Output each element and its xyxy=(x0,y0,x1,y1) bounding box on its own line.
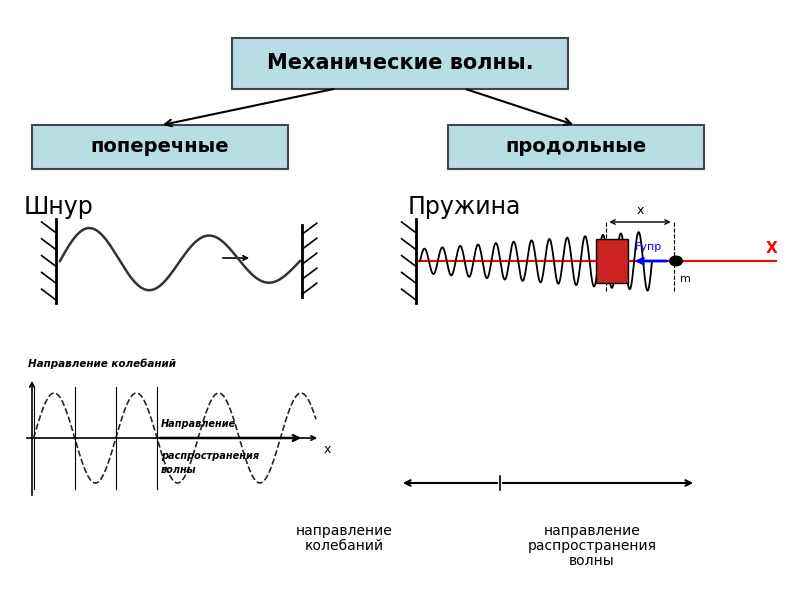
Text: m: m xyxy=(680,274,691,284)
Text: Направление: Направление xyxy=(161,419,236,429)
Text: направление: направление xyxy=(544,524,640,538)
Circle shape xyxy=(670,256,682,266)
Text: X: X xyxy=(766,241,778,256)
Text: распространения: распространения xyxy=(161,451,259,461)
Text: Пружина: Пружина xyxy=(408,195,522,219)
Text: x: x xyxy=(636,204,644,217)
Text: Шнур: Шнур xyxy=(24,195,94,219)
Text: волны: волны xyxy=(161,465,197,475)
Text: продольные: продольные xyxy=(506,137,646,157)
Text: распространения: распространения xyxy=(527,539,657,553)
FancyBboxPatch shape xyxy=(32,125,288,169)
Text: Fупр: Fупр xyxy=(634,242,662,252)
FancyBboxPatch shape xyxy=(448,125,704,169)
Text: x: x xyxy=(324,443,331,456)
Text: колебаний: колебаний xyxy=(305,539,383,553)
Text: Механические волны.: Механические волны. xyxy=(266,53,534,73)
FancyBboxPatch shape xyxy=(596,239,628,283)
Text: Направление колебаний: Направление колебаний xyxy=(28,358,176,369)
Text: волны: волны xyxy=(569,554,615,568)
Text: направление: направление xyxy=(296,524,392,538)
FancyBboxPatch shape xyxy=(232,37,568,88)
Text: поперечные: поперечные xyxy=(90,137,230,157)
